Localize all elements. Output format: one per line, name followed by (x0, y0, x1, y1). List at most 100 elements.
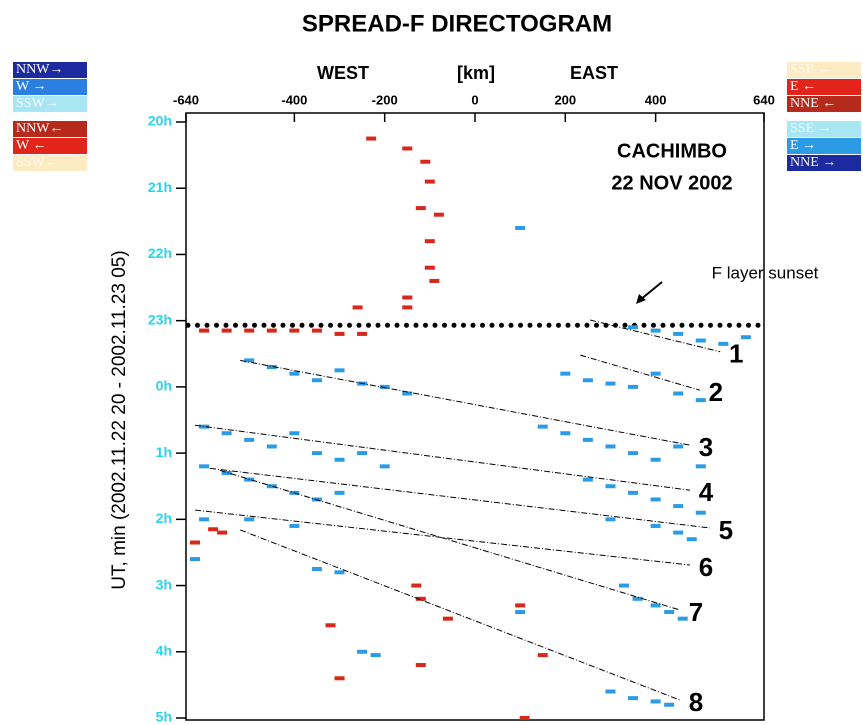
echo-point (266, 365, 277, 370)
legend-swatch (787, 138, 861, 154)
echo-point (424, 265, 435, 270)
y-tick-label: 4h (156, 642, 172, 658)
echo-point (673, 504, 684, 509)
echo-point (515, 610, 526, 615)
echo-point (605, 484, 616, 489)
echo-point (190, 540, 201, 545)
y-tick-label: 0h (156, 378, 172, 394)
echo-point (628, 451, 639, 456)
echo-point (334, 490, 345, 495)
y-tick-label: 1h (156, 444, 172, 460)
chart-title: SPREAD-F DIRECTOGRAM (302, 10, 612, 37)
echo-point (537, 424, 548, 429)
echo-point (402, 391, 413, 396)
echo-point (289, 431, 300, 436)
echo-point (311, 451, 322, 456)
echo-point (244, 437, 255, 442)
legend-label: E → (790, 138, 816, 153)
echo-point (415, 596, 426, 601)
echo-point (370, 653, 381, 658)
echo-point (334, 570, 345, 575)
echo-point (632, 596, 643, 601)
echo-point (208, 527, 219, 532)
echo-point (217, 530, 228, 535)
x-tick-label: 0 (471, 92, 478, 107)
echo-point (379, 384, 390, 389)
echo-point (402, 146, 413, 151)
legend-label: W ← (16, 138, 46, 153)
station-name: CACHIMBO (617, 140, 727, 162)
y-tick-label: 23h (148, 311, 172, 327)
echo-point (244, 517, 255, 522)
echo-point (628, 490, 639, 495)
y-tick-label: 22h (148, 245, 172, 261)
x-label-west: WEST (317, 63, 369, 83)
echo-point (311, 567, 322, 571)
date-label: 22 NOV 2002 (611, 172, 732, 194)
echo-point (424, 239, 435, 244)
x-label-east: EAST (570, 63, 618, 83)
legend-label: E ← (790, 79, 816, 94)
echo-point (420, 159, 431, 164)
y-tick-label: 5h (156, 709, 172, 725)
trend-line-label: 8 (689, 687, 703, 717)
y-tick-label: 3h (156, 576, 172, 592)
echo-point (515, 603, 526, 608)
legend-swatch (13, 138, 87, 154)
echo-point (605, 517, 616, 522)
echo-point (718, 341, 729, 346)
echo-point (650, 457, 661, 462)
echo-point (266, 444, 277, 449)
trend-line (580, 354, 701, 391)
echo-point (325, 623, 336, 628)
x-label-unit: [km] (457, 63, 495, 83)
legend-swatch (13, 121, 87, 137)
trend-line-label: 5 (719, 515, 733, 545)
legend-swatch (13, 155, 87, 171)
legend-label: SSE → (790, 121, 832, 136)
trend-line-label: 6 (699, 552, 713, 582)
legend-label: W → (16, 79, 46, 94)
echo-point (650, 523, 661, 528)
echo-point (244, 328, 255, 333)
legend-label: SSE ← (790, 62, 832, 77)
echo-point (199, 464, 210, 469)
echo-point (560, 431, 571, 436)
echo-point (402, 305, 413, 310)
echo-point (677, 616, 688, 621)
echo-point (515, 225, 526, 230)
echo-point (190, 557, 201, 562)
echo-point (357, 451, 368, 456)
echo-point (289, 523, 300, 528)
legend-swatch (787, 79, 861, 95)
echo-point (605, 444, 616, 449)
y-tick-label: 20h (148, 113, 172, 129)
legend-swatch (787, 121, 861, 137)
echo-point (664, 610, 675, 615)
trend-line-label: 1 (729, 339, 743, 369)
echo-point (650, 371, 661, 376)
echo-point (650, 328, 661, 333)
echo-point (628, 325, 639, 330)
echo-point (650, 497, 661, 502)
echo-point (433, 212, 444, 217)
echo-point (402, 295, 413, 300)
echo-point (334, 676, 345, 681)
echo-point (686, 537, 697, 542)
x-tick-label: -400 (281, 92, 307, 107)
echo-point (311, 378, 322, 383)
trend-line (209, 467, 710, 529)
echo-point (695, 510, 706, 515)
echo-point (605, 381, 616, 386)
echo-point (628, 696, 639, 701)
echo-point (429, 278, 440, 283)
echo-point (221, 328, 232, 333)
legend-swatch (787, 155, 861, 171)
trend-line (240, 529, 681, 701)
trend-line (590, 319, 721, 353)
echo-point (519, 716, 530, 720)
legend-label: SSW→ (16, 96, 59, 111)
echo-point (537, 653, 548, 658)
echo-point (605, 689, 616, 694)
echo-point (357, 649, 368, 654)
